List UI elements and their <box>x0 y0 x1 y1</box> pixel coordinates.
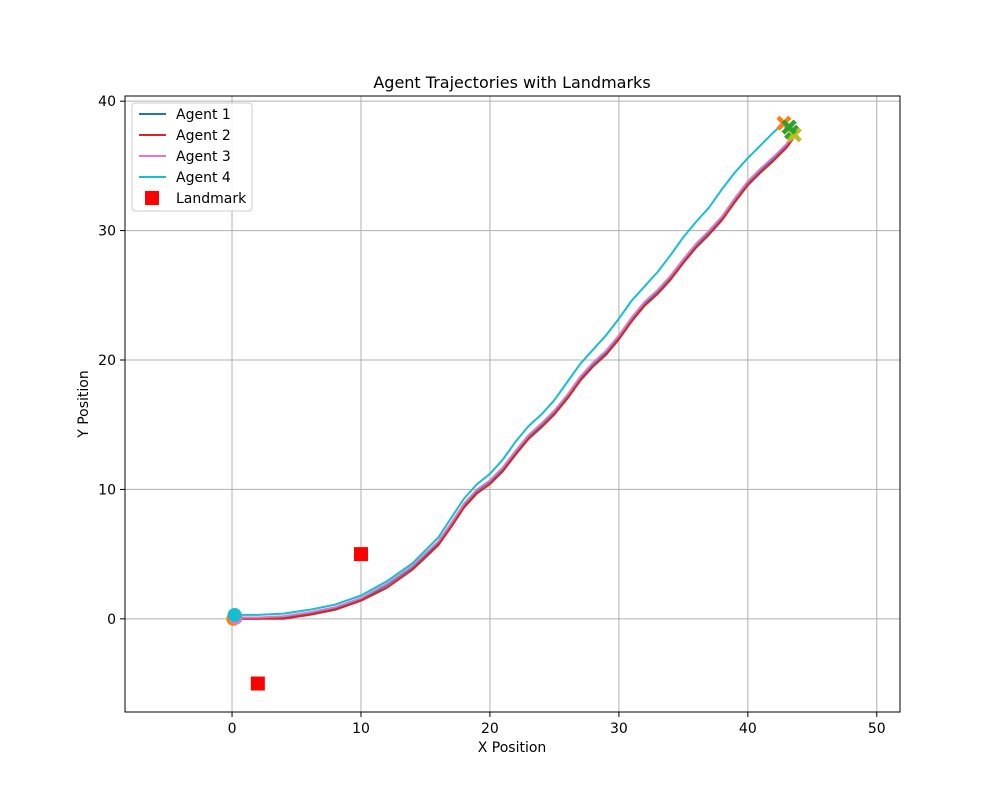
landmark-markers <box>250 547 368 691</box>
x-tick-label: 40 <box>739 721 757 737</box>
axes-frame <box>124 95 901 713</box>
y-tick-label: 20 <box>98 353 116 369</box>
x-tick-label: 20 <box>481 721 499 737</box>
trajectory-line-agent-4 <box>234 122 785 616</box>
x-tick-label: 0 <box>228 721 237 737</box>
legend-label-agent-4: Agent 4 <box>176 170 231 186</box>
x-tick-label: 10 <box>352 721 370 737</box>
y-tick-label: 40 <box>98 94 116 110</box>
trajectory-markers <box>226 115 802 626</box>
trajectory-line-agent-3 <box>235 132 796 619</box>
chart-title: Agent Trajectories with Landmarks <box>373 73 650 92</box>
x-tick-label: 30 <box>610 721 628 737</box>
legend-label-agent-2: Agent 2 <box>176 128 231 144</box>
y-tick-label: 30 <box>98 224 116 240</box>
landmark-marker-1 <box>353 547 368 562</box>
landmark-marker-2 <box>250 676 265 691</box>
legend-label-agent-1: Agent 1 <box>176 107 231 123</box>
x-axis-ticks: 0 10 20 30 40 50 <box>228 712 886 737</box>
y-tick-label: 10 <box>98 482 116 498</box>
trajectory-lines <box>233 122 796 620</box>
legend-label-agent-3: Agent 3 <box>176 149 231 165</box>
legend-box <box>131 102 253 212</box>
legend: Agent 1 Agent 2 Agent 3 Agent 4 Landmark <box>131 102 253 212</box>
legend-label-landmark: Landmark <box>176 191 247 207</box>
x-tick-label: 50 <box>868 721 886 737</box>
y-axis-label: Y Position <box>76 370 92 439</box>
trajectory-line-agent-2 <box>233 138 794 620</box>
legend-swatch-landmark <box>145 191 159 205</box>
y-tick-label: 0 <box>107 612 116 628</box>
end-marker-agent-4 <box>781 119 797 135</box>
x-axis-label: X Position <box>478 740 547 756</box>
grid-lines <box>125 96 900 712</box>
start-marker-agent-4 <box>227 607 242 622</box>
y-axis-ticks: 0 10 20 30 40 <box>98 94 125 628</box>
